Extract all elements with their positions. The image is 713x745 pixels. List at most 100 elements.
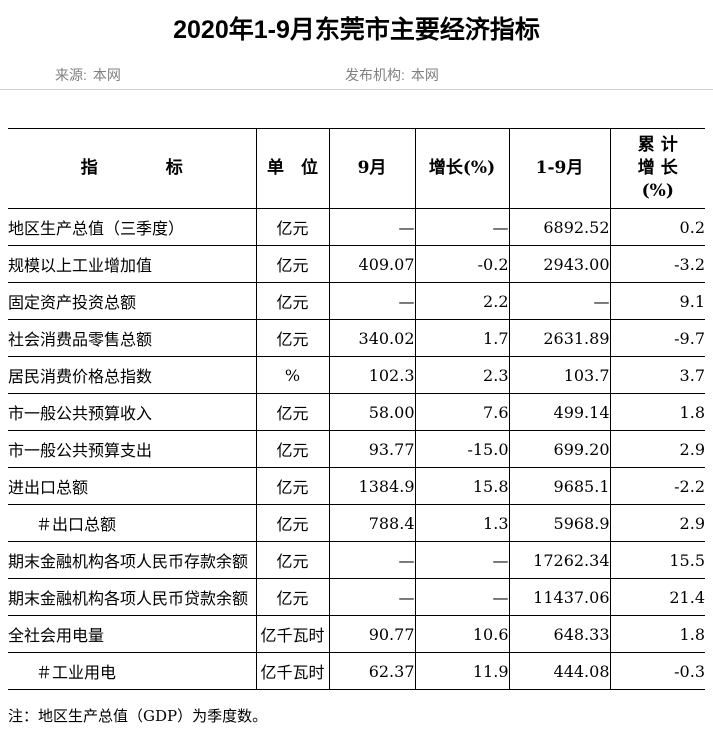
september-value-cell: 102.3 <box>329 356 416 394</box>
table-row: 固定资产投资总额 亿元 — 2.2 — 9.1 <box>8 282 705 320</box>
cumulative-growth-value-cell: -3.2 <box>610 245 705 283</box>
unit-cell: 亿元 <box>256 245 330 283</box>
source-value: 本网 <box>92 67 121 83</box>
unit-cell: 亿千瓦时 <box>256 615 330 653</box>
table-row: 市一般公共预算支出 亿元 93.77 -15.0 699.20 2.9 <box>8 430 705 468</box>
september-value-cell: — <box>329 578 416 616</box>
jan-sep-value-cell: 17262.34 <box>509 541 611 579</box>
jan-sep-value-cell: — <box>509 282 611 320</box>
cumulative-growth-value-cell: 1.8 <box>610 615 705 653</box>
september-value-cell: 1384.9 <box>329 467 416 505</box>
table-row: 居民消费价格总指数 % 102.3 2.3 103.7 3.7 <box>8 356 705 394</box>
september-value-cell: — <box>329 282 416 320</box>
table-row: 社会消费品零售总额 亿元 340.02 1.7 2631.89 -9.7 <box>8 319 705 357</box>
economic-indicators-table: 指 标 单 位 9月 增长(%) 1-9月 累 计 增 长 (%) 地区生产总值… <box>8 128 705 690</box>
column-header-indicator: 指 标 <box>8 128 257 209</box>
indicator-cell: 规模以上工业增加值 <box>8 245 257 283</box>
jan-sep-value-cell: 499.14 <box>509 393 611 431</box>
publisher-label: 发布机构: <box>345 67 405 83</box>
column-header-jan-sep: 1-9月 <box>509 128 611 209</box>
indicator-cell: 市一般公共预算收入 <box>8 393 257 431</box>
cumulative-growth-value-cell: 1.8 <box>610 393 705 431</box>
source-label: 来源: <box>55 67 87 83</box>
cumulative-growth-value-cell: -0.3 <box>610 652 705 690</box>
september-value-cell: 409.07 <box>329 245 416 283</box>
growth-value-cell: — <box>415 578 510 616</box>
growth-value-cell: 2.2 <box>415 282 510 320</box>
table-header-row: 指 标 单 位 9月 增长(%) 1-9月 累 计 增 长 (%) <box>8 128 705 209</box>
unit-cell: % <box>256 356 330 394</box>
september-value-cell: 788.4 <box>329 504 416 542</box>
unit-cell: 亿元 <box>256 430 330 468</box>
indicator-cell: 社会消费品零售总额 <box>8 319 257 357</box>
unit-cell: 亿元 <box>256 504 330 542</box>
table-row: 规模以上工业增加值 亿元 409.07 -0.2 2943.00 -3.2 <box>8 245 705 283</box>
september-value-cell: — <box>329 541 416 579</box>
jan-sep-value-cell: 11437.06 <box>509 578 611 616</box>
growth-value-cell: 1.3 <box>415 504 510 542</box>
growth-value-cell: 11.9 <box>415 652 510 690</box>
cumulative-growth-value-cell: 3.7 <box>610 356 705 394</box>
growth-value-cell: -15.0 <box>415 430 510 468</box>
table-row: ＃工业用电 亿千瓦时 62.37 11.9 444.08 -0.3 <box>8 652 705 690</box>
growth-value-cell: 1.7 <box>415 319 510 357</box>
growth-value-cell: 15.8 <box>415 467 510 505</box>
unit-cell: 亿元 <box>256 578 330 616</box>
jan-sep-value-cell: 6892.52 <box>509 208 611 246</box>
unit-cell: 亿元 <box>256 282 330 320</box>
cumulative-growth-value-cell: 21.4 <box>610 578 705 616</box>
cumulative-growth-value-cell: 9.1 <box>610 282 705 320</box>
column-header-cumulative-growth: 累 计 增 长 (%) <box>610 128 705 209</box>
indicator-cell: 居民消费价格总指数 <box>8 356 257 394</box>
jan-sep-value-cell: 5968.9 <box>509 504 611 542</box>
source-field: 来源: 本网 <box>55 65 121 85</box>
publisher-field: 发布机构: 本网 <box>345 65 439 85</box>
indicator-cell: 进出口总额 <box>8 467 257 505</box>
footnote: 注：地区生产总值（GDP）为季度数。 <box>8 707 268 725</box>
table-row: 进出口总额 亿元 1384.9 15.8 9685.1 -2.2 <box>8 467 705 505</box>
september-value-cell: 93.77 <box>329 430 416 468</box>
cumulative-growth-value-cell: 2.9 <box>610 430 705 468</box>
growth-value-cell: — <box>415 208 510 246</box>
growth-value-cell: 10.6 <box>415 615 510 653</box>
indicator-cell: ＃出口总额 <box>8 504 257 542</box>
cumulative-growth-value-cell: 2.9 <box>610 504 705 542</box>
unit-cell: 亿千瓦时 <box>256 652 330 690</box>
cumulative-growth-value-cell: -9.7 <box>610 319 705 357</box>
jan-sep-value-cell: 648.33 <box>509 615 611 653</box>
indicator-cell: 全社会用电量 <box>8 615 257 653</box>
jan-sep-value-cell: 444.08 <box>509 652 611 690</box>
jan-sep-value-cell: 9685.1 <box>509 467 611 505</box>
growth-value-cell: 2.3 <box>415 356 510 394</box>
growth-value-cell: -0.2 <box>415 245 510 283</box>
indicator-cell: ＃工业用电 <box>8 652 257 690</box>
september-value-cell: 62.37 <box>329 652 416 690</box>
indicator-cell: 期末金融机构各项人民币贷款余额 <box>8 578 257 616</box>
indicator-cell: 市一般公共预算支出 <box>8 430 257 468</box>
unit-cell: 亿元 <box>256 393 330 431</box>
jan-sep-value-cell: 2943.00 <box>509 245 611 283</box>
cumulative-growth-value-cell: 0.2 <box>610 208 705 246</box>
september-value-cell: 340.02 <box>329 319 416 357</box>
indicator-cell: 地区生产总值（三季度） <box>8 208 257 246</box>
growth-value-cell: — <box>415 541 510 579</box>
september-value-cell: — <box>329 208 416 246</box>
table-row: 期末金融机构各项人民币存款余额 亿元 — — 17262.34 15.5 <box>8 541 705 579</box>
table-row: 期末金融机构各项人民币贷款余额 亿元 — — 11437.06 21.4 <box>8 578 705 616</box>
unit-cell: 亿元 <box>256 319 330 357</box>
indicator-cell: 固定资产投资总额 <box>8 282 257 320</box>
table-row: 全社会用电量 亿千瓦时 90.77 10.6 648.33 1.8 <box>8 615 705 653</box>
indicator-cell: 期末金融机构各项人民币存款余额 <box>8 541 257 579</box>
column-header-growth: 增长(%) <box>415 128 510 209</box>
cumulative-growth-value-cell: 15.5 <box>610 541 705 579</box>
page-title: 2020年1-9月东莞市主要经济指标 <box>173 16 540 44</box>
september-value-cell: 58.00 <box>329 393 416 431</box>
publisher-value: 本网 <box>410 67 439 83</box>
column-header-september: 9月 <box>329 128 416 209</box>
table-row: ＃出口总额 亿元 788.4 1.3 5968.9 2.9 <box>8 504 705 542</box>
unit-cell: 亿元 <box>256 541 330 579</box>
growth-value-cell: 7.6 <box>415 393 510 431</box>
table-row: 地区生产总值（三季度） 亿元 — — 6892.52 0.2 <box>8 208 705 246</box>
table-row: 市一般公共预算收入 亿元 58.00 7.6 499.14 1.8 <box>8 393 705 431</box>
unit-cell: 亿元 <box>256 467 330 505</box>
